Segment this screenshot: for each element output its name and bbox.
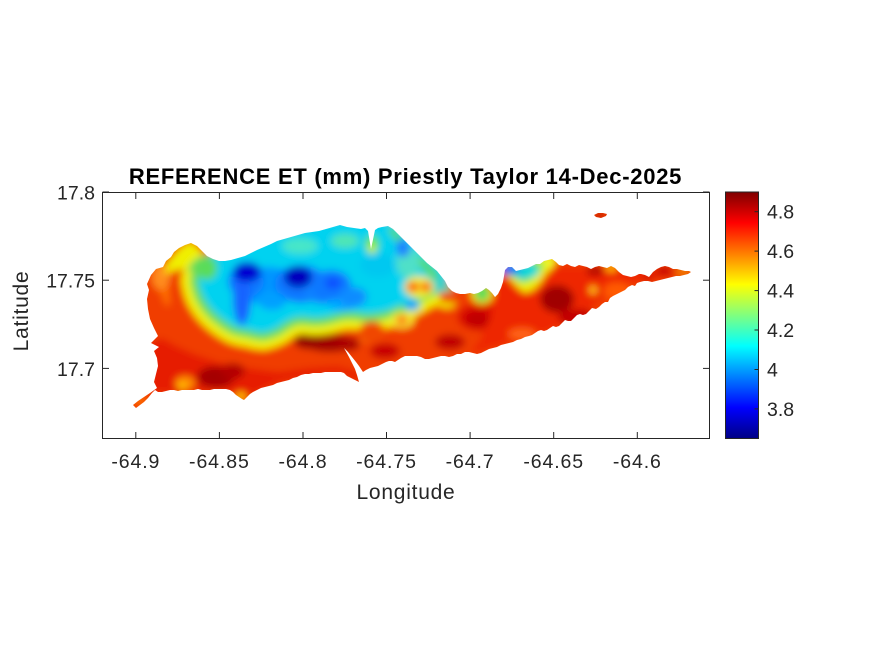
svg-text:Latitude: Latitude	[10, 271, 33, 352]
svg-text:REFERENCE ET (mm) Priestly Tay: REFERENCE ET (mm) Priestly Taylor 14-Dec…	[129, 164, 682, 189]
svg-text:4: 4	[767, 360, 778, 382]
svg-text:-64.65: -64.65	[523, 451, 584, 473]
svg-text:17.75: 17.75	[46, 271, 95, 293]
svg-text:3.8: 3.8	[767, 399, 794, 421]
svg-text:-64.75: -64.75	[356, 451, 417, 473]
svg-text:4.2: 4.2	[767, 320, 794, 342]
svg-text:-64.7: -64.7	[446, 451, 495, 473]
svg-text:-64.8: -64.8	[279, 451, 328, 473]
svg-text:17.8: 17.8	[57, 183, 95, 205]
svg-text:-64.6: -64.6	[613, 451, 662, 473]
svg-text:4.8: 4.8	[767, 202, 794, 224]
svg-text:17.7: 17.7	[57, 359, 95, 381]
svg-text:-64.9: -64.9	[111, 451, 160, 473]
svg-text:Longitude: Longitude	[356, 481, 455, 504]
svg-text:4.4: 4.4	[767, 281, 794, 303]
svg-text:-64.85: -64.85	[189, 451, 250, 473]
svg-text:4.6: 4.6	[767, 241, 794, 263]
